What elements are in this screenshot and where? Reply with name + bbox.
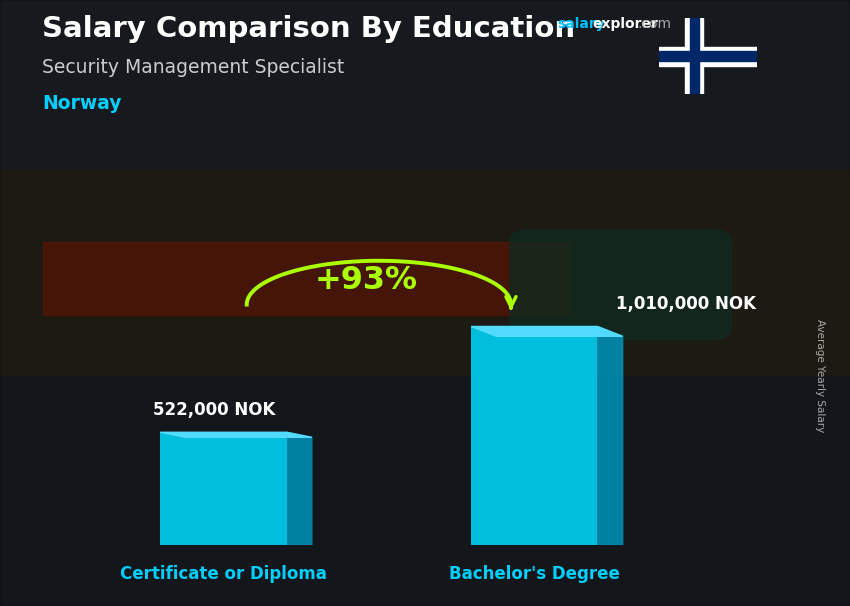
Text: 522,000 NOK: 522,000 NOK [152,401,275,419]
Text: .com: .com [638,17,672,31]
Text: Salary Comparison By Education: Salary Comparison By Education [42,15,575,43]
Bar [0,170,850,376]
Text: Norway: Norway [42,94,122,113]
Text: explorer: explorer [592,17,658,31]
Polygon shape [286,432,312,545]
Bar [471,327,598,545]
Polygon shape [161,432,312,438]
Text: Average Yearly Salary: Average Yearly Salary [815,319,825,432]
Text: Certificate or Diploma: Certificate or Diploma [120,565,327,583]
Text: 1,010,000 NOK: 1,010,000 NOK [616,295,756,313]
Bar [161,432,286,545]
Bar [42,242,570,315]
Text: salary: salary [557,17,604,31]
Bar [0,0,850,170]
Text: Security Management Specialist: Security Management Specialist [42,58,345,76]
Bar [659,52,756,61]
Text: Bachelor's Degree: Bachelor's Degree [449,565,620,583]
Bar [0,376,850,606]
Polygon shape [471,327,623,336]
FancyBboxPatch shape [510,230,731,339]
Bar [690,18,699,94]
Bar [685,18,703,94]
Polygon shape [598,327,623,545]
Bar [659,47,756,65]
Text: +93%: +93% [314,265,417,296]
Bar [42,242,570,315]
